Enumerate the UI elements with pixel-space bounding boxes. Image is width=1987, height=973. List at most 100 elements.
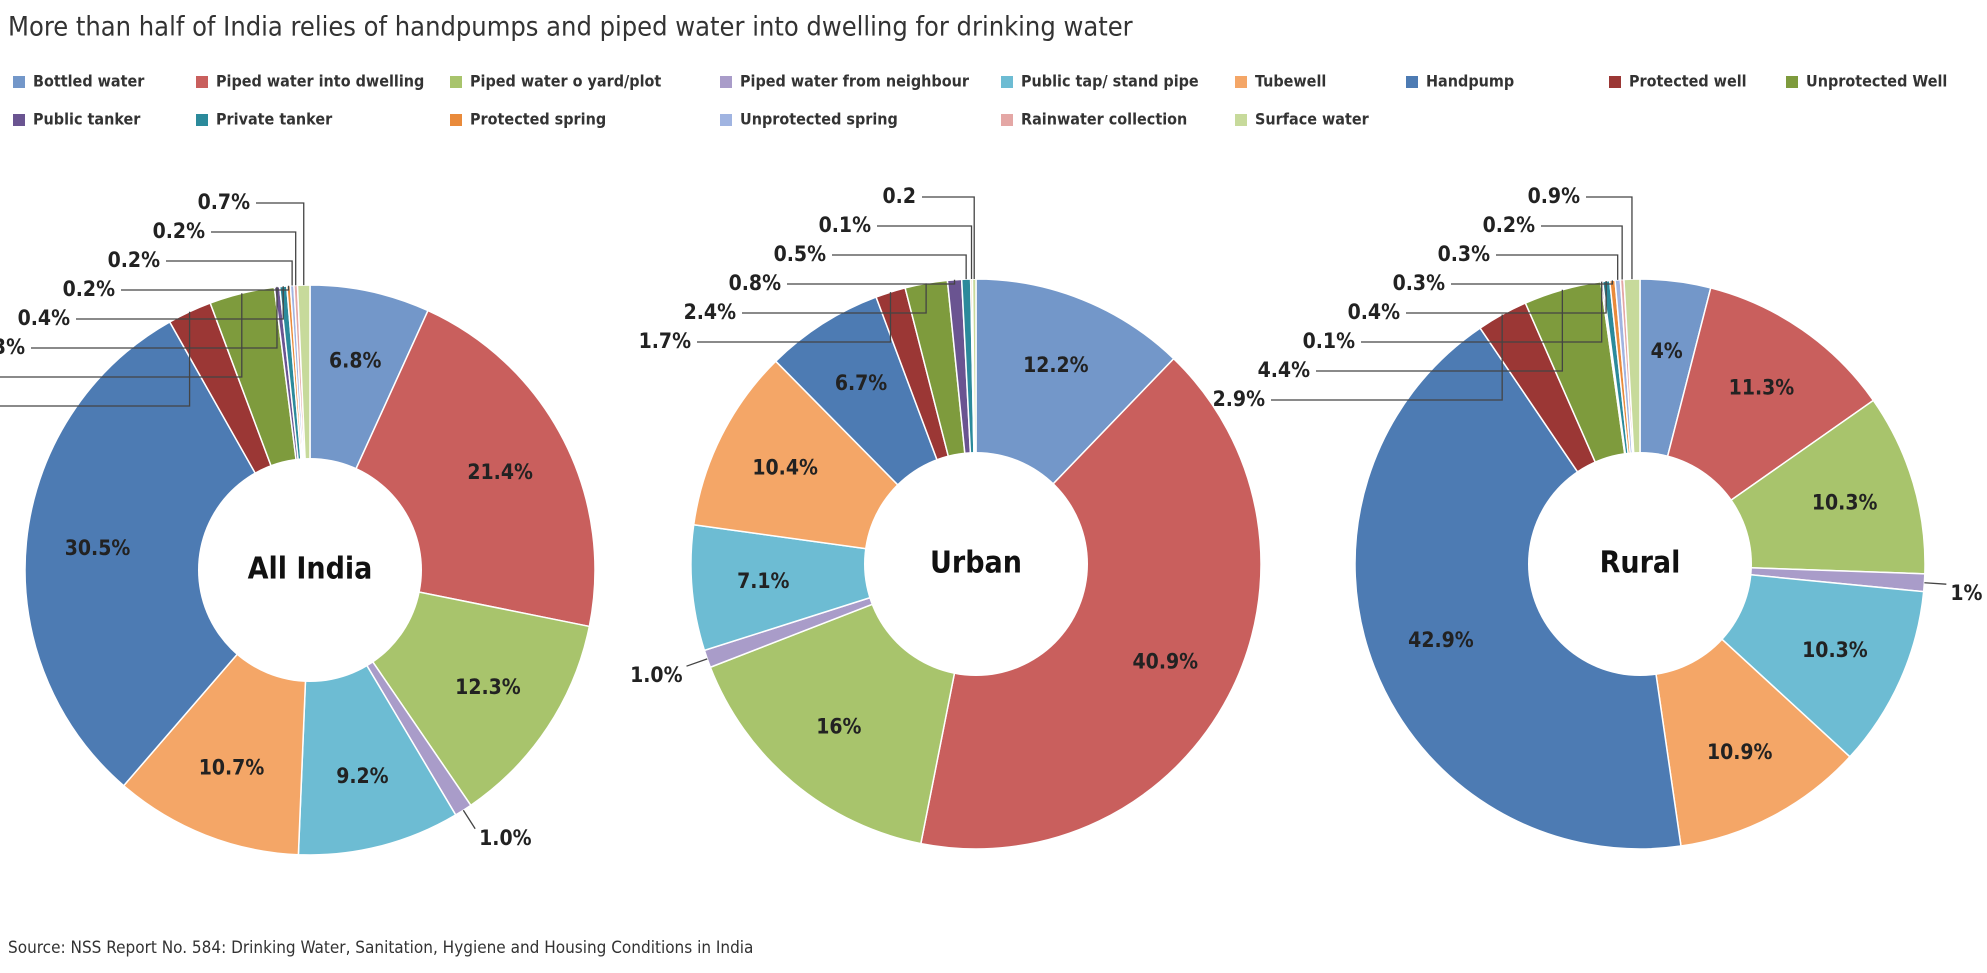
- value-label: 0.7%: [198, 190, 250, 214]
- value-label: 6.8%: [329, 348, 381, 372]
- center-label: Rural: [1600, 546, 1681, 581]
- value-label: 2.9%: [1213, 387, 1265, 411]
- value-label: 0.2%: [1483, 213, 1535, 237]
- value-label: 10.3%: [1812, 490, 1878, 514]
- legend-label: Public tanker: [33, 110, 141, 129]
- value-label: 0.2%: [153, 219, 205, 243]
- value-label: 21.4%: [467, 460, 533, 484]
- value-label: 2.4%: [684, 300, 736, 324]
- leader-line: [0, 311, 191, 407]
- leader-line: [1406, 281, 1607, 314]
- leader-line: [166, 260, 293, 286]
- legend-swatch: [450, 114, 462, 126]
- value-label: 0.2%: [63, 277, 115, 301]
- leader-line: [76, 286, 284, 320]
- value-label: 4%: [1651, 339, 1683, 363]
- legend-swatch: [1235, 114, 1247, 126]
- legend-label: Surface water: [1255, 110, 1370, 129]
- value-label: 10.4%: [752, 455, 818, 479]
- leader-line: [1586, 196, 1633, 280]
- legend-label: Unprotected Well: [1806, 72, 1947, 91]
- leader-line: [1451, 280, 1613, 285]
- legend-swatch: [450, 76, 462, 88]
- legend-swatch: [13, 114, 25, 126]
- value-label: 12.2%: [1023, 353, 1089, 377]
- leader-line: [1316, 289, 1564, 372]
- value-label: 12.3%: [455, 675, 521, 699]
- value-label: 0.1%: [819, 213, 871, 237]
- leader-line: [211, 231, 297, 286]
- leader-line: [1541, 225, 1623, 280]
- value-label: 10.9%: [1707, 740, 1773, 764]
- value-label: 0.3%: [1393, 271, 1445, 295]
- leader-line: [742, 283, 927, 314]
- value-label: 0.3%: [1438, 242, 1490, 266]
- leader-line: [1924, 582, 1947, 585]
- legend-label: Handpump: [1426, 72, 1514, 91]
- legend-swatch: [1609, 76, 1621, 88]
- leader-line: [832, 254, 967, 280]
- leader-line: [787, 279, 956, 285]
- source: Source: NSS Report No. 584: Drinking Wat…: [8, 938, 753, 958]
- donut-hole: [1528, 452, 1752, 676]
- value-label: 16%: [816, 715, 861, 739]
- value-label: 0.4%: [1348, 300, 1400, 324]
- legend-label: Piped water o yard/plot: [470, 72, 661, 91]
- leader-line: [1496, 254, 1619, 280]
- value-label: 11.3%: [1729, 375, 1795, 399]
- leader-line: [31, 286, 278, 349]
- legend-swatch: [1235, 76, 1247, 88]
- title: More than half of India relies of handpu…: [8, 12, 1133, 43]
- slice: [24, 320, 311, 787]
- leader-line: [697, 292, 892, 343]
- slice: [1354, 327, 1682, 850]
- leader-line: [686, 658, 708, 667]
- legend-label: Public tap/ stand pipe: [1021, 72, 1199, 91]
- legend-swatch: [13, 76, 25, 88]
- value-label: 0.8%: [729, 271, 781, 295]
- legend-swatch: [196, 114, 208, 126]
- donut-hole: [198, 458, 422, 682]
- value-label: 0.9%: [1528, 184, 1580, 208]
- value-label: 42.9%: [1408, 628, 1474, 652]
- legend-label: Rainwater collection: [1021, 110, 1187, 129]
- value-label: 1.7%: [639, 329, 691, 353]
- value-label: 10.7%: [199, 756, 265, 780]
- leader-line: [121, 285, 290, 291]
- legend-label: Protected spring: [470, 110, 606, 129]
- leader-line: [1361, 281, 1603, 343]
- value-label: 6.7%: [835, 371, 887, 395]
- value-label: 30.5%: [65, 536, 131, 560]
- legend-swatch: [720, 76, 732, 88]
- legend-label: Unprotected spring: [740, 110, 898, 129]
- legend-label: Protected well: [1629, 72, 1747, 91]
- value-label: 9.2%: [336, 764, 388, 788]
- legend-label: Piped water into dwelling: [216, 72, 424, 91]
- legend-swatch: [196, 76, 208, 88]
- legend-swatch: [1001, 114, 1013, 126]
- legend-swatch: [720, 114, 732, 126]
- legend-label: Piped water from neighbour: [740, 72, 970, 91]
- legend-swatch: [1786, 76, 1798, 88]
- value-label: 0.3%: [0, 335, 25, 359]
- value-label: 10.3%: [1802, 638, 1868, 662]
- value-label: 0.2: [883, 184, 916, 208]
- legend-swatch: [1406, 76, 1418, 88]
- donut-hole: [864, 452, 1088, 676]
- value-label: 0.2%: [108, 248, 160, 272]
- legend-label: Tubewell: [1255, 72, 1326, 91]
- value-label: 0.5%: [774, 242, 826, 266]
- leader-line: [256, 202, 305, 286]
- value-label: 1%: [1950, 581, 1982, 605]
- value-label: 1.0%: [479, 826, 531, 850]
- legend-swatch: [1001, 76, 1013, 88]
- slice: [919, 357, 1262, 850]
- leader-line: [877, 225, 973, 280]
- value-label: 40.9%: [1133, 650, 1199, 674]
- leader-line: [0, 293, 243, 378]
- legend-label: Bottled water: [33, 72, 145, 91]
- center-label: Urban: [930, 546, 1022, 581]
- leader-line: [922, 196, 975, 280]
- value-label: 7.1%: [737, 569, 789, 593]
- leader-line: [1271, 314, 1503, 401]
